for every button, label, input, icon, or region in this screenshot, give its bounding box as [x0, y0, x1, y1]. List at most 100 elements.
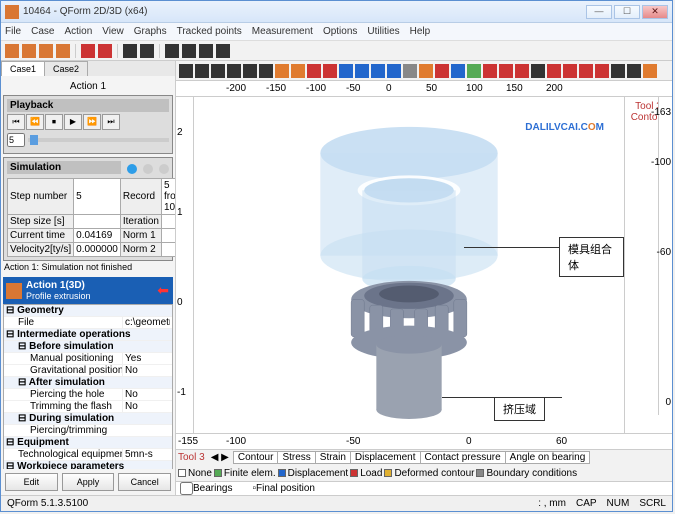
- playback-button[interactable]: ⏪: [26, 114, 44, 130]
- toolbar-icon[interactable]: [98, 44, 112, 58]
- playback-button[interactable]: ⏹: [45, 114, 63, 130]
- menu-measurement[interactable]: Measurement: [252, 26, 313, 37]
- toolbar-icon[interactable]: [182, 44, 196, 58]
- maximize-button[interactable]: ☐: [614, 5, 640, 19]
- view-toolbar-icon[interactable]: [419, 64, 433, 78]
- display-option[interactable]: None: [178, 468, 212, 479]
- view-toolbar-icon[interactable]: [355, 64, 369, 78]
- display-option[interactable]: Boundary conditions: [476, 468, 577, 479]
- view-toolbar-icon[interactable]: [627, 64, 641, 78]
- menu-help[interactable]: Help: [410, 26, 431, 37]
- view-toolbar-icon[interactable]: [323, 64, 337, 78]
- tree-row[interactable]: Technological equipment5mn-s: [4, 449, 172, 461]
- view-toolbar-icon[interactable]: [579, 64, 593, 78]
- view-toolbar-icon[interactable]: [339, 64, 353, 78]
- tree-row[interactable]: Filec:\geometry 2: [4, 317, 172, 329]
- cancel-button[interactable]: Cancel: [118, 473, 171, 491]
- tree-row[interactable]: ⊟ Geometry: [4, 305, 172, 317]
- view-toolbar-icon[interactable]: [243, 64, 257, 78]
- playback-button[interactable]: ▶: [64, 114, 82, 130]
- tree-row[interactable]: ⊟ Intermediate operations: [4, 329, 172, 341]
- view-toolbar-icon[interactable]: [211, 64, 225, 78]
- menu-graphs[interactable]: Graphs: [134, 26, 167, 37]
- view-toolbar-icon[interactable]: [275, 64, 289, 78]
- edit-parameters-button[interactable]: Edit parameters: [5, 473, 58, 491]
- view-toolbar-icon[interactable]: [483, 64, 497, 78]
- toolbar-icon[interactable]: [140, 44, 154, 58]
- view-toolbar-icon[interactable]: [227, 64, 241, 78]
- view-toolbar-icon[interactable]: [179, 64, 193, 78]
- menu-view[interactable]: View: [102, 26, 124, 37]
- playback-button[interactable]: ⏭: [102, 114, 120, 130]
- toolbar-icon[interactable]: [5, 44, 19, 58]
- view-toolbar-icon[interactable]: [307, 64, 321, 78]
- tab-case2[interactable]: Case2: [44, 61, 88, 76]
- view-toolbar-icon[interactable]: [435, 64, 449, 78]
- menu-action[interactable]: Action: [64, 26, 92, 37]
- toolbar-icon[interactable]: [39, 44, 53, 58]
- view-toolbar-icon[interactable]: [371, 64, 385, 78]
- result-tab[interactable]: Strain: [315, 451, 351, 464]
- close-button[interactable]: ✕: [642, 5, 668, 19]
- tree-row[interactable]: ⊟ Workpiece parameters: [4, 461, 172, 469]
- menu-file[interactable]: File: [5, 26, 21, 37]
- tab-case1[interactable]: Case1: [1, 61, 45, 76]
- view-toolbar-icon[interactable]: [515, 64, 529, 78]
- tree-row[interactable]: Piercing the holeNo: [4, 389, 172, 401]
- toolbar-icon[interactable]: [199, 44, 213, 58]
- view-toolbar-icon[interactable]: [387, 64, 401, 78]
- tree-row[interactable]: ⊟ After simulation: [4, 377, 172, 389]
- toolbar-icon[interactable]: [56, 44, 70, 58]
- view-toolbar-icon[interactable]: [547, 64, 561, 78]
- view-toolbar-icon[interactable]: [467, 64, 481, 78]
- tree-row[interactable]: ⊟ Before simulation: [4, 341, 172, 353]
- tree-row[interactable]: Gravitational positioningNo: [4, 365, 172, 377]
- toolbar-icon[interactable]: [165, 44, 179, 58]
- view-toolbar-icon[interactable]: [291, 64, 305, 78]
- minimize-button[interactable]: —: [586, 5, 612, 19]
- view-toolbar-icon[interactable]: [195, 64, 209, 78]
- callout-extrusion: 挤压域: [494, 397, 545, 421]
- result-tab[interactable]: Contact pressure: [420, 451, 506, 464]
- apply-button[interactable]: Apply: [62, 473, 115, 491]
- bearings-check[interactable]: [180, 482, 193, 495]
- view-toolbar-icon[interactable]: [611, 64, 625, 78]
- result-tab[interactable]: Contour: [233, 451, 279, 464]
- view-toolbar-icon[interactable]: [531, 64, 545, 78]
- view-toolbar-icon[interactable]: [563, 64, 577, 78]
- result-tab[interactable]: Angle on bearing: [505, 451, 591, 464]
- display-option[interactable]: Load: [350, 468, 382, 479]
- toolbar-icon[interactable]: [81, 44, 95, 58]
- 3d-canvas[interactable]: DALILVCAI.COM 模具组合体 挤压域: [194, 97, 624, 433]
- toolbar-icon[interactable]: [216, 44, 230, 58]
- menu-options[interactable]: Options: [323, 26, 357, 37]
- playback-button[interactable]: ⏮: [7, 114, 25, 130]
- view-toolbar-icon[interactable]: [595, 64, 609, 78]
- action-header[interactable]: Action 1(3D) Profile extrusion ⬅: [3, 277, 173, 304]
- result-tab[interactable]: Stress: [277, 451, 315, 464]
- toolbar-icon[interactable]: [123, 44, 137, 58]
- result-tab[interactable]: Displacement: [350, 451, 421, 464]
- tree-row[interactable]: Manual positioningYes: [4, 353, 172, 365]
- view-toolbar-icon[interactable]: [451, 64, 465, 78]
- playback-slider[interactable]: [28, 138, 169, 142]
- view-toolbar-icon[interactable]: [643, 64, 657, 78]
- playback-step-input[interactable]: [7, 133, 25, 147]
- tree-row[interactable]: ⊟ During simulation: [4, 413, 172, 425]
- display-option[interactable]: Deformed contour: [384, 468, 474, 479]
- view-toolbar-icon[interactable]: [403, 64, 417, 78]
- menu-case[interactable]: Case: [31, 26, 54, 37]
- tree-row[interactable]: Trimming the flashNo: [4, 401, 172, 413]
- view-toolbar-icon[interactable]: [259, 64, 273, 78]
- menu-utilities[interactable]: Utilities: [367, 26, 399, 37]
- display-option[interactable]: Finite elem.: [214, 468, 276, 479]
- tree-row[interactable]: ⊟ Equipment: [4, 437, 172, 449]
- display-option[interactable]: Displacement: [278, 468, 349, 479]
- sim-indicator-1: [127, 164, 137, 174]
- simulation-table: Step number5Record5 from 100Step size [s…: [7, 178, 175, 257]
- view-toolbar-icon[interactable]: [499, 64, 513, 78]
- menu-tracked[interactable]: Tracked points: [177, 26, 242, 37]
- tree-row[interactable]: Piercing/trimming: [4, 425, 172, 437]
- playback-button[interactable]: ⏩: [83, 114, 101, 130]
- toolbar-icon[interactable]: [22, 44, 36, 58]
